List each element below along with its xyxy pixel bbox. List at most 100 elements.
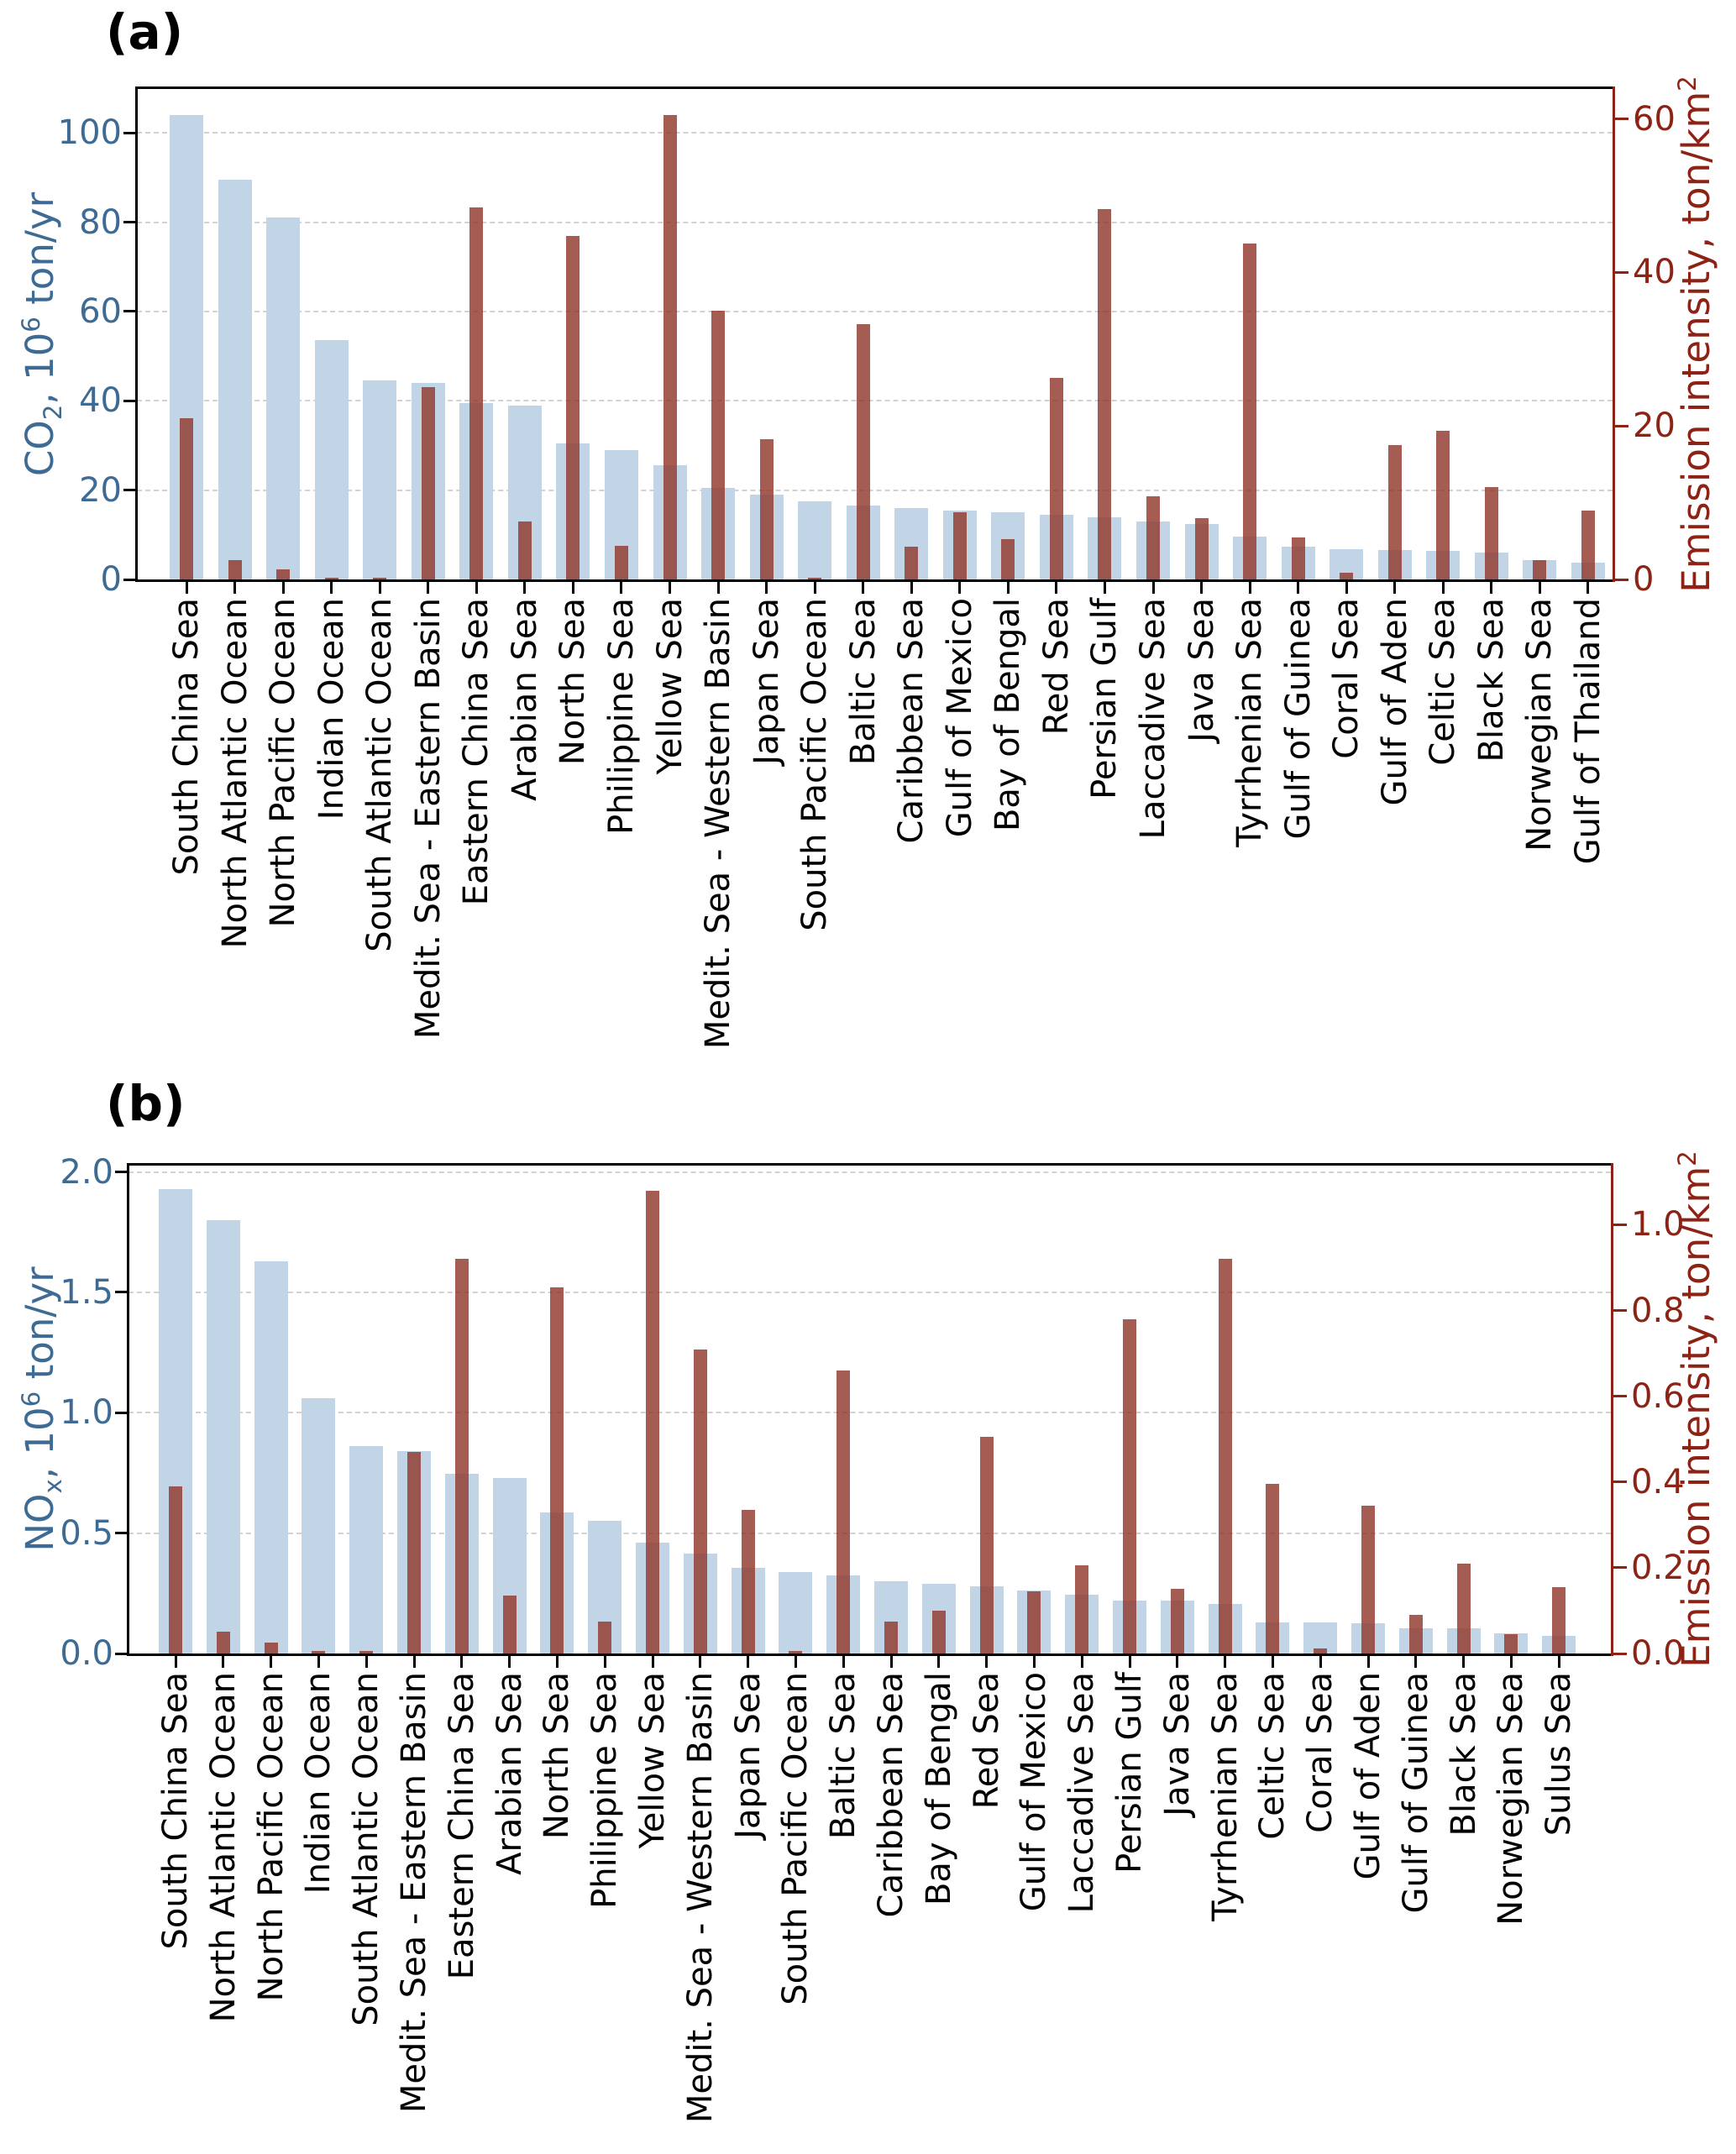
x-tick [937, 1656, 941, 1668]
x-tick [1248, 582, 1251, 594]
x-tick [1587, 582, 1590, 594]
x-tick [1151, 582, 1155, 594]
top-spine [128, 1163, 1613, 1166]
axis-title-segment: Emission intensity, ton/km [1674, 91, 1718, 593]
intensity-bar [1123, 1318, 1136, 1653]
left-tick [123, 310, 137, 313]
x-tick [862, 582, 865, 594]
nox-bar [254, 1260, 288, 1653]
axis-title-segment: x [39, 1479, 67, 1494]
y-right-tick-label: 20 [1633, 406, 1676, 446]
x-tick-label: Caribbean Sea [872, 1672, 910, 1918]
x-tick [651, 1656, 654, 1668]
left-tick [123, 399, 137, 402]
y-right-tick-label: 0 [1633, 560, 1655, 599]
x-tick-label: Eastern China Sea [442, 1672, 481, 1980]
x-tick [317, 1656, 320, 1668]
gridline [128, 1532, 1611, 1534]
intensity-bar [1484, 487, 1498, 579]
intensity-bar [264, 1643, 278, 1653]
panel-a-letter: (a) [106, 3, 184, 60]
intensity-bar [1408, 1615, 1423, 1653]
x-tick [365, 1656, 368, 1668]
x-tick [523, 582, 527, 594]
intensity-bar [1098, 209, 1112, 579]
intensity-bar [905, 546, 919, 579]
y-left-tick-label: 1.5 [60, 1272, 113, 1312]
intensity-bar [312, 1651, 326, 1653]
intensity-bar [1340, 572, 1354, 579]
intensity-bar [373, 578, 387, 579]
panel-b-letter: (b) [106, 1075, 186, 1132]
x-tick [889, 1656, 893, 1668]
left-tick [123, 131, 137, 134]
x-tick-label: Gulf of Thailand [1568, 598, 1608, 865]
x-tick [1345, 582, 1348, 594]
x-tick-label: Black Sea [1471, 598, 1511, 763]
x-tick [1414, 1656, 1418, 1668]
intensity-bar [837, 1370, 851, 1653]
right-tick [1613, 1566, 1627, 1570]
x-tick-label: South China Sea [156, 1672, 195, 1950]
intensity-bar [421, 387, 435, 579]
y-right-axis-title: Emission intensity, ton/km2 [1668, 1150, 1718, 1668]
x-tick-label: Java Sea [1182, 598, 1221, 742]
right-tick [1613, 1309, 1627, 1313]
left-tick [115, 1171, 128, 1174]
x-tick-label: Sulus Sea [1539, 1672, 1579, 1837]
x-tick [1080, 1656, 1083, 1668]
x-tick-label: Tyrrhenian Sea [1230, 598, 1270, 847]
gridline [128, 1171, 1611, 1173]
gridline [128, 1291, 1611, 1293]
gridline [137, 221, 1613, 223]
intensity-bar [711, 311, 726, 579]
y-left-tick-label: 1.0 [60, 1393, 113, 1433]
x-tick-label: Medit. Sea - Eastern Basin [408, 598, 448, 1040]
x-tick-label: Laccadive Sea [1062, 1672, 1102, 1914]
y-right-tick-label: 0.4 [1631, 1462, 1685, 1502]
x-tick-label: Celtic Sea [1253, 1672, 1293, 1840]
x-tick-label: Norwegian Sea [1492, 1672, 1531, 1926]
x-tick-label: South Atlantic Ocean [347, 1672, 386, 2026]
intensity-bar [952, 512, 967, 579]
intensity-bar [169, 1486, 182, 1653]
x-tick [842, 1656, 845, 1668]
intensity-bar [1170, 1589, 1184, 1653]
axis-title-segment: , 10 [18, 1407, 62, 1480]
x-tick-label: Yellow Sea [633, 1672, 672, 1849]
intensity-bar [180, 418, 193, 579]
x-tick-label: North Pacific Ocean [251, 1672, 291, 2002]
x-tick-label: Celtic Sea [1424, 598, 1463, 766]
intensity-bar [1581, 510, 1595, 579]
intensity-bar [789, 1651, 803, 1653]
y-left-tick-label: 0 [100, 560, 122, 599]
x-tick [222, 1656, 225, 1668]
x-tick-label: Persian Gulf [1085, 598, 1125, 799]
gridline [137, 310, 1613, 312]
y-left-tick-label: 0.0 [60, 1634, 113, 1673]
left-tick [123, 489, 137, 492]
x-tick [910, 582, 913, 594]
axis-title-segment: , 10 [18, 332, 62, 405]
intensity-bar [1243, 243, 1257, 579]
y-right-tick-label: 40 [1633, 253, 1676, 292]
x-tick [555, 1656, 559, 1668]
y-right-tick-label: 1.0 [1631, 1205, 1685, 1245]
intensity-bar [228, 560, 242, 579]
intensity-bar [454, 1259, 469, 1653]
intensity-bar [1552, 1586, 1566, 1653]
intensity-bar [614, 545, 628, 579]
y-right-tick-label: 0.2 [1631, 1548, 1685, 1587]
y-right-tick-label: 0.8 [1631, 1291, 1685, 1330]
y-left-tick-label: 2.0 [60, 1152, 113, 1192]
x-tick [1006, 582, 1010, 594]
y-right-tick-label: 60 [1633, 99, 1676, 139]
x-tick [1557, 1656, 1560, 1668]
x-tick [460, 1656, 464, 1668]
x-tick [1490, 582, 1493, 594]
x-tick [1462, 1656, 1466, 1668]
right-spine [1613, 86, 1615, 582]
intensity-bar [931, 1610, 946, 1653]
nox-bar [349, 1446, 384, 1653]
x-tick-label: North Sea [553, 598, 593, 766]
